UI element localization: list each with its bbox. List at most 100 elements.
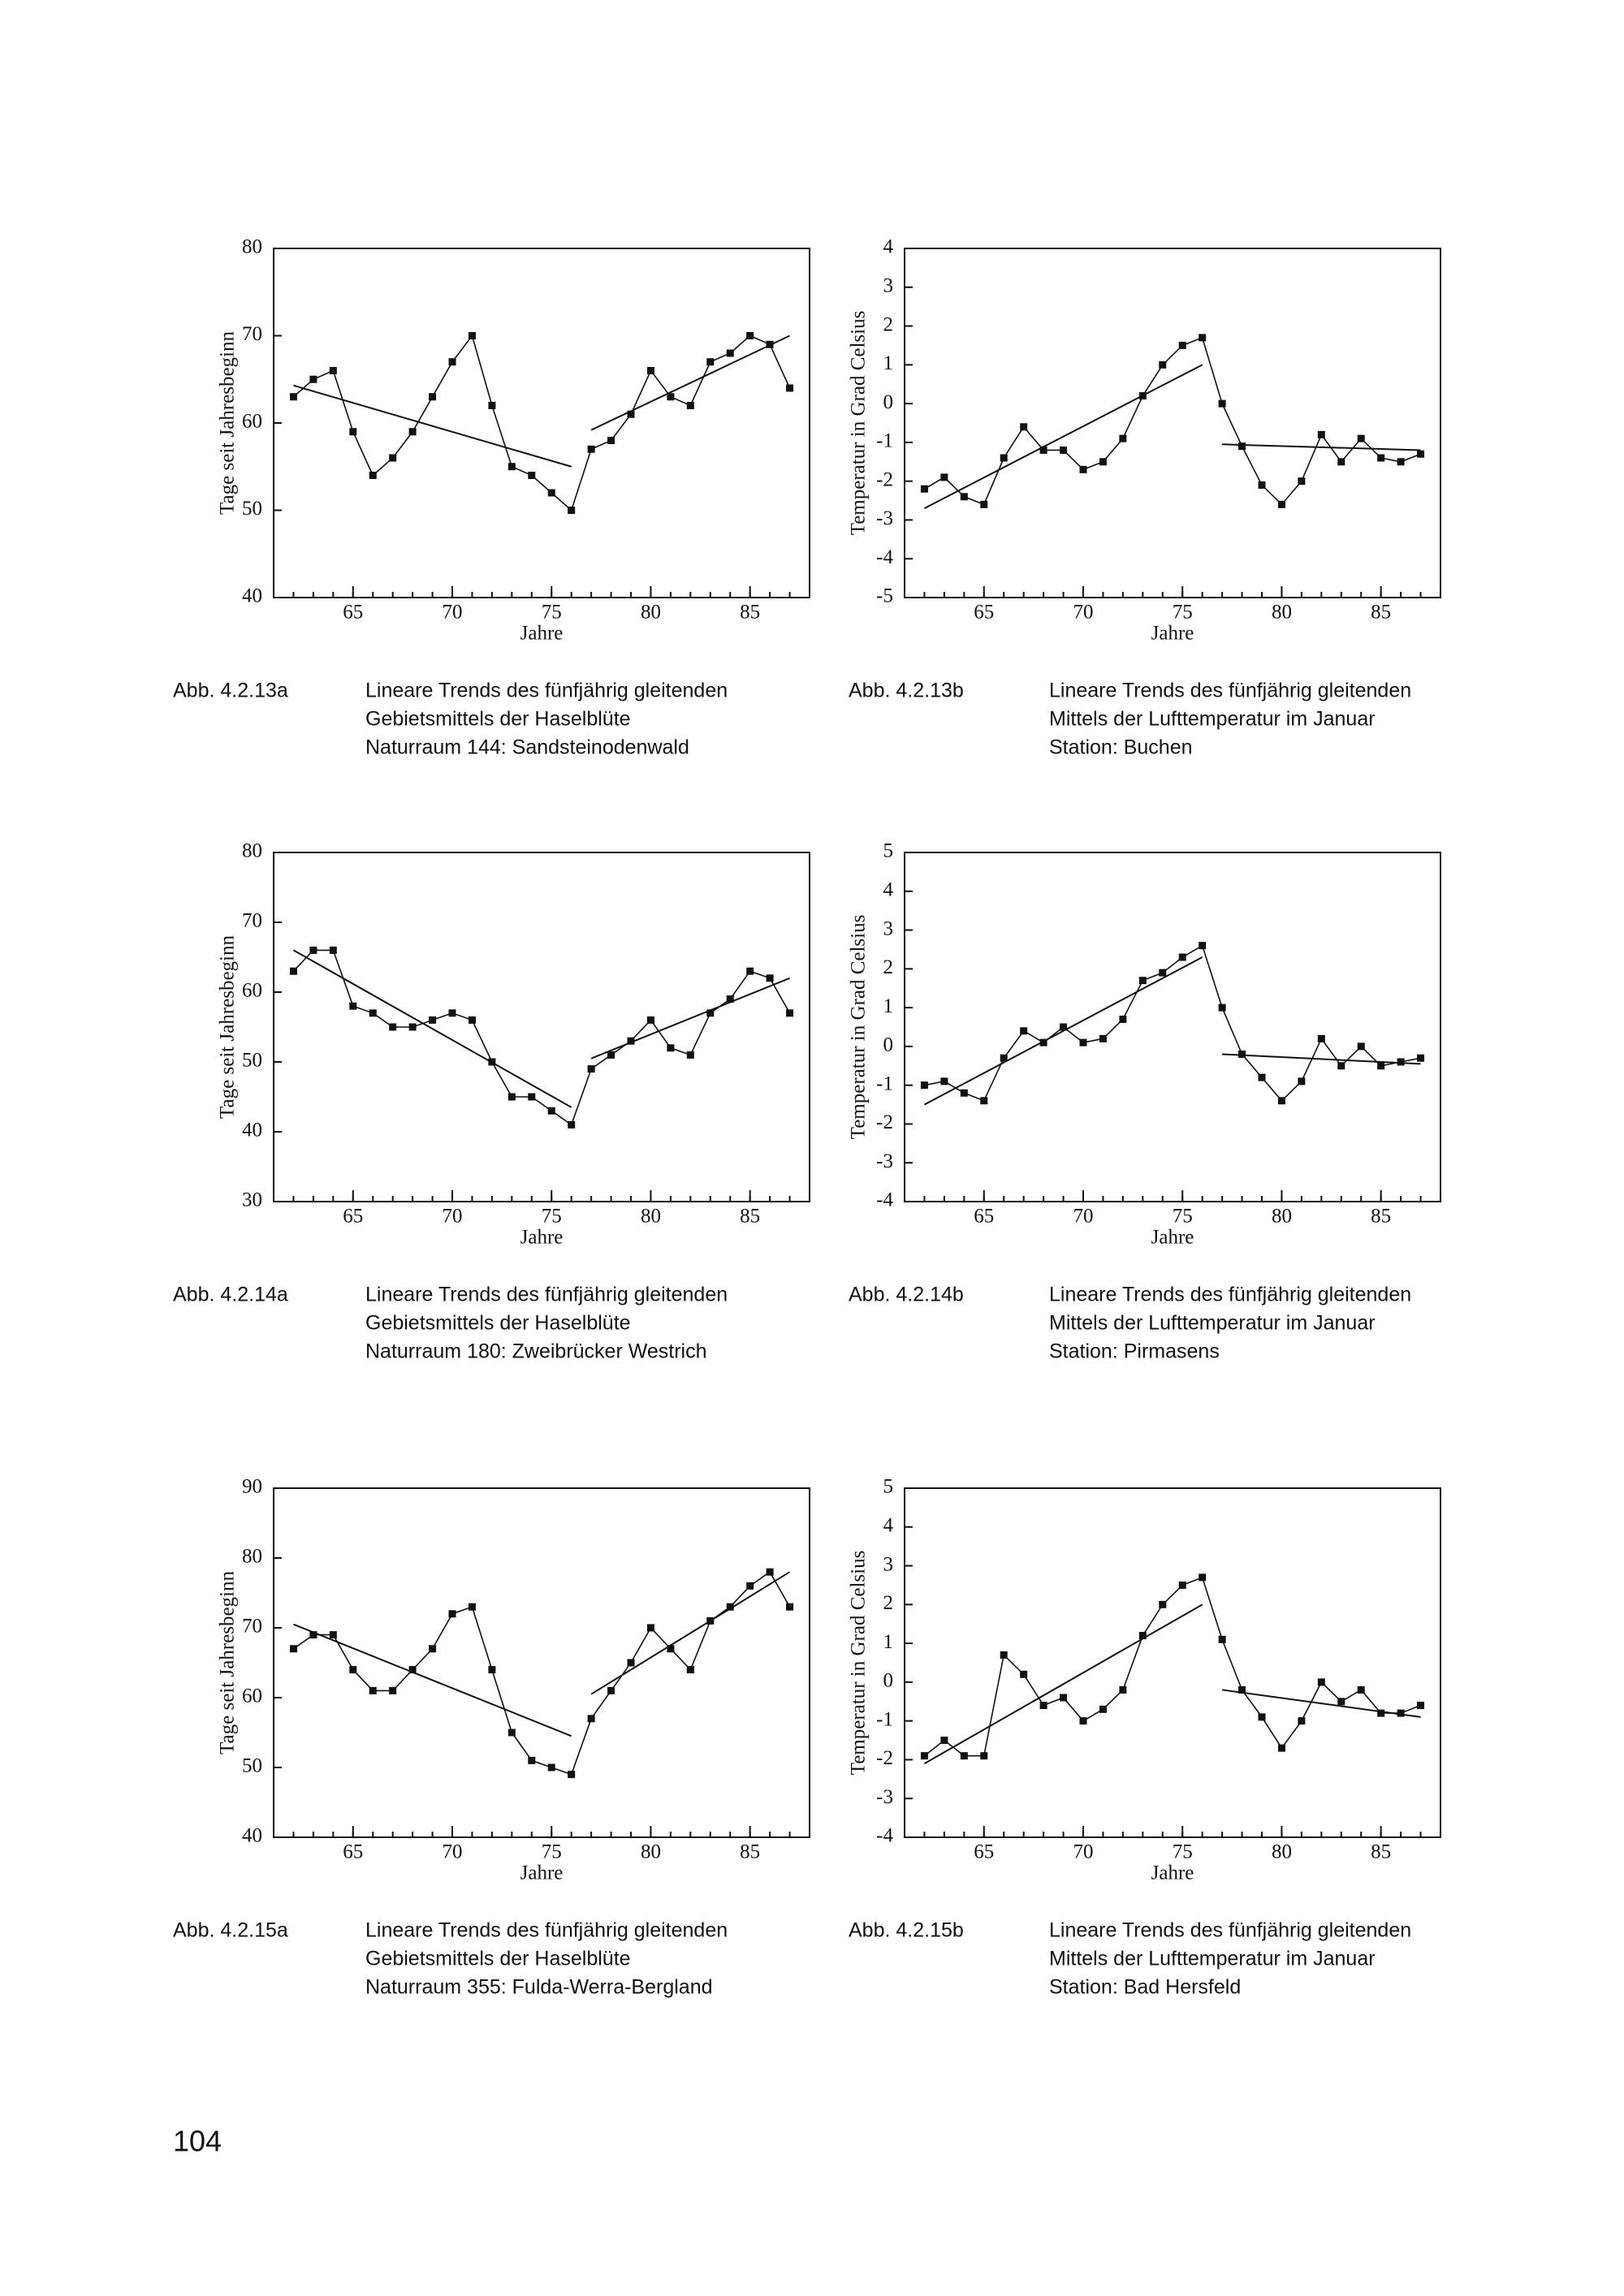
data-line — [924, 336, 1421, 506]
data-point — [627, 410, 635, 418]
x-tick-label: 75 — [1173, 602, 1193, 624]
x-axis-label: Jahre — [1151, 623, 1194, 645]
x-tick-label: 70 — [443, 1206, 463, 1228]
data-point — [1060, 446, 1068, 454]
data-point — [408, 1023, 417, 1031]
data-point — [448, 358, 456, 366]
y-tick-label: 80 — [242, 236, 262, 258]
data-point — [468, 1603, 476, 1611]
trend-line — [293, 384, 572, 468]
data-point — [508, 1093, 516, 1101]
y-tick-label: 1 — [883, 352, 894, 374]
data-point — [686, 1051, 694, 1059]
data-point — [429, 1016, 437, 1024]
data-line — [292, 1571, 791, 1776]
data-point — [627, 1037, 635, 1045]
data-point — [389, 1023, 397, 1031]
y-tick-label: 40 — [242, 1120, 262, 1142]
data-point — [1020, 423, 1028, 431]
data-point — [329, 367, 337, 374]
data-point — [389, 454, 397, 462]
caption-line: Mittels der Lufttemperatur im Januar — [1049, 708, 1376, 731]
data-point — [1020, 1027, 1028, 1035]
x-tick-label: 85 — [740, 1841, 760, 1863]
data-point — [746, 332, 754, 339]
data-point — [1258, 1713, 1266, 1721]
figure-label: Abb. 4.2.14a — [173, 1284, 288, 1306]
x-tick-label: 85 — [1371, 1841, 1391, 1863]
data-point — [980, 1097, 988, 1105]
data-point — [940, 1737, 948, 1745]
x-tick-label: 65 — [974, 1841, 994, 1863]
data-point — [746, 1582, 754, 1590]
x-tick-label: 75 — [1173, 1841, 1193, 1863]
x-tick-label: 85 — [1371, 602, 1391, 624]
data-point — [528, 1093, 536, 1101]
caption-line: Lineare Trends des fünfjährig gleitenden — [1049, 1284, 1411, 1306]
data-point — [1397, 458, 1405, 466]
y-tick-label: 40 — [242, 585, 262, 607]
caption-line: Mittels der Lufttemperatur im Januar — [1049, 1948, 1376, 1970]
data-point — [1000, 1054, 1008, 1062]
y-axis-label: Tage seit Jahresbeginn — [217, 935, 239, 1119]
data-point — [1317, 430, 1325, 438]
data-point — [1060, 1023, 1068, 1031]
data-point — [1238, 442, 1246, 451]
y-axis-label: Temperatur in Grad Celsius — [848, 915, 870, 1140]
y-tick-label: 70 — [242, 910, 262, 932]
data-point — [309, 1631, 317, 1639]
data-line — [292, 334, 791, 511]
caption-line: Mittels der Lufttemperatur im Januar — [1049, 1312, 1376, 1335]
data-point — [646, 367, 654, 374]
data-point — [389, 1686, 397, 1694]
data-point — [1357, 1042, 1365, 1051]
data-point — [766, 974, 774, 982]
y-tick-label: 4 — [883, 1515, 894, 1537]
data-point — [408, 428, 417, 436]
caption-line: Naturraum 144: Sandsteinodenwald — [365, 736, 689, 759]
x-tick-label: 80 — [1272, 1206, 1292, 1228]
data-point — [349, 428, 357, 436]
data-point — [686, 1666, 694, 1674]
y-tick-label: 80 — [242, 1546, 262, 1568]
x-tick-label: 80 — [1272, 1841, 1292, 1863]
data-point — [1138, 1632, 1147, 1640]
x-tick-label: 85 — [1371, 1206, 1391, 1228]
data-point — [1060, 1694, 1068, 1702]
data-point — [726, 1603, 734, 1611]
data-point — [786, 1603, 794, 1611]
data-point — [508, 463, 516, 471]
data-point — [960, 1752, 968, 1760]
y-axis-label: Tage seit Jahresbeginn — [217, 331, 239, 515]
y-tick-label: 5 — [883, 1476, 894, 1498]
data-point — [309, 946, 317, 954]
caption-line: Station: Buchen — [1049, 736, 1193, 759]
y-tick-label: 2 — [883, 1592, 894, 1614]
y-tick-label: 3 — [883, 1553, 894, 1575]
data-point — [1258, 1073, 1266, 1081]
x-tick-label: 65 — [974, 1206, 994, 1228]
data-point — [607, 1051, 615, 1059]
data-point — [1138, 977, 1147, 985]
y-tick-label: 50 — [242, 1755, 262, 1777]
data-point — [1357, 1685, 1365, 1694]
data-point — [980, 500, 988, 508]
data-point — [1079, 465, 1087, 473]
y-tick-label: 0 — [883, 1034, 894, 1056]
data-point — [1258, 481, 1266, 489]
caption-line: Station: Pirmasens — [1049, 1340, 1220, 1363]
plot-frame — [273, 248, 810, 598]
caption-line: Gebietsmittels der Haselblüte — [365, 708, 631, 731]
data-point — [1000, 454, 1008, 462]
x-tick-label: 80 — [1272, 602, 1292, 624]
page-number: 104 — [173, 2125, 222, 2158]
trend-line — [1221, 1689, 1421, 1718]
data-point — [349, 1666, 357, 1674]
data-point — [1159, 360, 1167, 369]
data-point — [726, 995, 734, 1003]
data-point — [686, 402, 694, 409]
caption-line: Lineare Trends des fünfjährig gleitenden — [365, 1919, 728, 1942]
data-point — [528, 472, 536, 479]
y-tick-label: 0 — [883, 391, 894, 413]
y-tick-label: 40 — [242, 1825, 262, 1847]
